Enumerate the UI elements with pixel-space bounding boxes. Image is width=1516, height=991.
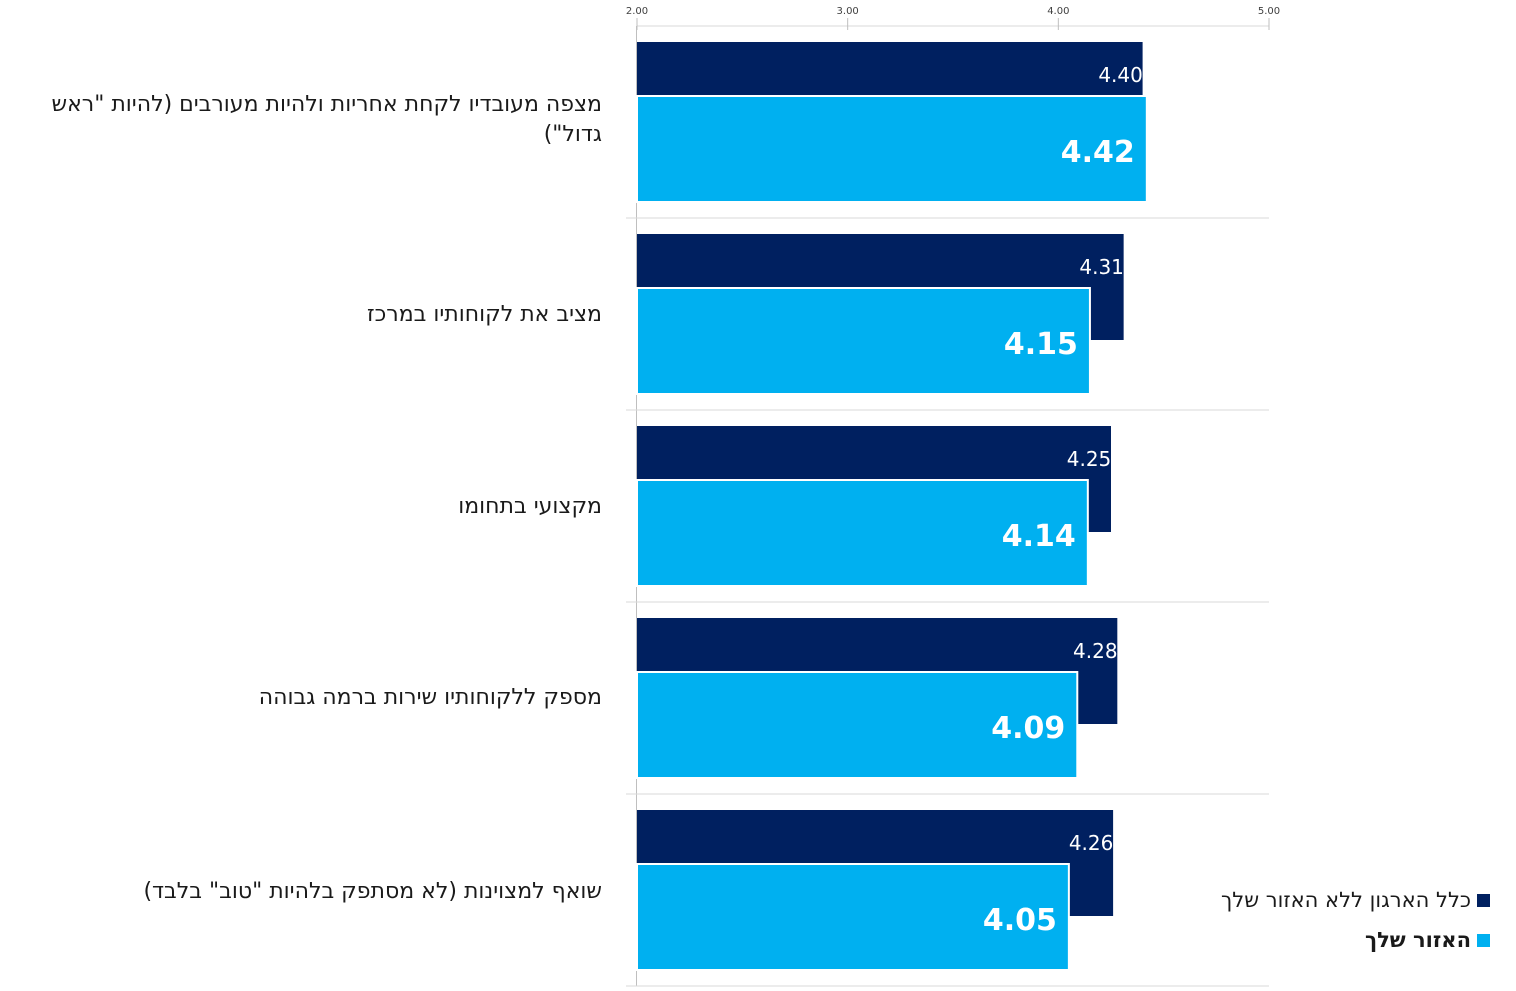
bar-your-area	[636, 671, 1079, 779]
data-label-your-area: 4.09	[991, 711, 1065, 746]
bar-your-area	[636, 287, 1091, 395]
x-tick-label: 2.00	[626, 6, 648, 17]
data-label-overall: 4.40	[1098, 63, 1143, 87]
data-label-your-area: 4.42	[1061, 135, 1135, 170]
data-label-your-area: 4.14	[1002, 519, 1076, 554]
legend-swatch-overall	[1477, 893, 1490, 907]
x-tick-label: 5.00	[1258, 6, 1280, 17]
legend-item-overall: כלל הארגון ללא האזור שלך	[1150, 880, 1490, 920]
legend-swatch-your-area	[1477, 933, 1490, 947]
category-label: מקצועי בתחומו	[458, 494, 602, 519]
data-label-overall: 4.28	[1073, 639, 1118, 663]
data-label-overall: 4.26	[1069, 831, 1114, 855]
category-label: מצפה מעובדיו לקחת אחריות ולהיות מעורבים …	[51, 92, 603, 147]
legend-item-your-area: האזור שלך	[1150, 920, 1490, 960]
x-tick-label: 3.00	[837, 6, 859, 17]
bar-your-area	[636, 95, 1148, 203]
category-label: מציב את לקוחותיו במרכז	[367, 302, 602, 327]
category-label: שואף למצוינות (לא מסתפק בלהיות "טוב" בלב…	[143, 879, 602, 904]
category-label: מספק ללקוחותיו שירות ברמה גבוהה	[258, 685, 602, 710]
data-label-overall: 4.31	[1079, 255, 1124, 279]
bar-your-area	[636, 479, 1089, 587]
bar-your-area	[636, 863, 1070, 971]
data-label-your-area: 4.15	[1004, 327, 1078, 362]
x-tick-label: 4.00	[1047, 6, 1069, 17]
legend-label-your-area: האזור שלך	[1364, 928, 1471, 952]
data-label-overall: 4.25	[1067, 447, 1112, 471]
legend: כלל הארגון ללא האזור שלך האזור שלך	[1150, 880, 1490, 960]
data-label-your-area: 4.05	[983, 903, 1057, 938]
legend-label-overall: כלל הארגון ללא האזור שלך	[1221, 888, 1471, 912]
